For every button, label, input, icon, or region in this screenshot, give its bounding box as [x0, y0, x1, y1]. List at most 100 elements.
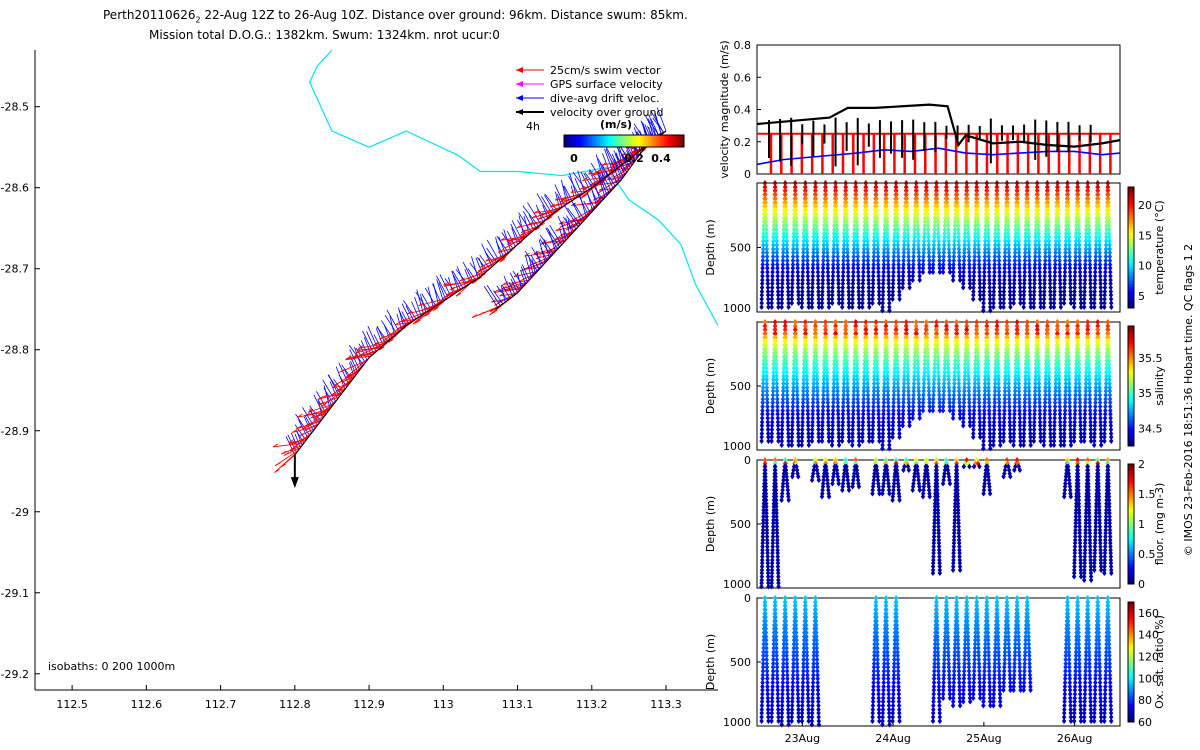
temperature-colorbar-cell	[1128, 274, 1134, 279]
temperature-colorbar-cell	[1128, 295, 1134, 300]
swim-vector-head	[396, 326, 402, 330]
swim-vector-head	[385, 333, 392, 337]
salinity-colorbar-tick: 35	[1138, 387, 1152, 400]
salinity-colorbar-cell	[1128, 350, 1134, 354]
start-ground-arrow-head	[290, 477, 299, 489]
drift-vector	[401, 311, 410, 325]
salinity-colorbar-cell	[1128, 413, 1134, 417]
map-y-tick-label: -29	[11, 506, 29, 519]
map-y-tick-label: -28.8	[1, 344, 29, 357]
swim-vector-head	[382, 337, 389, 341]
map-x-tick-label: 113.2	[576, 698, 608, 711]
temperature-colorbar-cell	[1128, 235, 1134, 239]
drift-vector	[520, 269, 526, 285]
swim-vector-head	[290, 447, 296, 452]
salinity-colorbar-cell	[1128, 362, 1134, 366]
temperature-profile-point: ♦	[1108, 303, 1115, 312]
temperature-colorbar-cell	[1128, 283, 1134, 288]
swim-vector-head	[355, 349, 362, 354]
temperature-colorbar-tick: 10	[1138, 260, 1152, 273]
isobaths-label: isobaths: 0 200 1000m	[48, 660, 175, 673]
map-y-tick-label: -28.6	[1, 182, 29, 195]
temperature-colorbar-cell	[1128, 277, 1134, 282]
colorbar-unit: (m/s)	[600, 118, 632, 131]
swim-vector	[274, 452, 297, 473]
legend-arrow	[516, 67, 523, 73]
swim-vector-head	[332, 384, 338, 389]
salinity-colorbar-cell	[1128, 365, 1134, 369]
temperature-profile-point: ♦	[906, 283, 913, 292]
drift-vector	[481, 243, 493, 267]
temperature-colorbar-cell	[1128, 208, 1134, 212]
temperature-colorbar-cell	[1128, 298, 1134, 303]
drift-vector	[424, 287, 437, 307]
legend-label: 25cm/s swim vector	[550, 64, 661, 77]
temperature-colorbar-cell	[1128, 271, 1134, 276]
swim-vector-head	[302, 425, 308, 430]
drift-vector	[304, 414, 314, 431]
salinity-profile-point: ♦	[886, 445, 893, 454]
temperature-colorbar-cell	[1128, 232, 1134, 236]
legend-time-label: 4h	[526, 120, 540, 133]
drift-vector	[386, 309, 400, 332]
salinity-colorbar-cell	[1128, 425, 1134, 429]
swim-vector	[345, 357, 370, 378]
salinity-colorbar-cell	[1128, 368, 1134, 372]
temperature-colorbar-cell	[1128, 211, 1134, 215]
temperature-profile-point: ♦	[896, 295, 903, 304]
drift-vector	[421, 293, 432, 310]
swim-vector-head	[339, 368, 345, 373]
swim-vector-head	[347, 376, 353, 381]
map-x-tick-label: 112.7	[205, 698, 237, 711]
drift-vector	[401, 303, 412, 323]
salinity-colorbar-cell	[1128, 341, 1134, 345]
swim-vector	[347, 362, 366, 381]
swim-vector-head	[298, 433, 305, 437]
velocity-y-tick-label: 0	[744, 168, 751, 181]
salinity-colorbar-cell	[1128, 422, 1134, 426]
salinity-colorbar-tick: 35.5	[1138, 352, 1163, 365]
swim-vector-head	[314, 413, 320, 418]
map-y-tick-label: -28.9	[1, 425, 29, 438]
swim-vector-head	[272, 443, 279, 448]
salinity-colorbar-cell	[1128, 338, 1134, 342]
temperature-colorbar-cell	[1128, 196, 1134, 200]
salinity-colorbar-cell	[1128, 377, 1134, 381]
swim-vector	[346, 351, 377, 360]
drift-vector	[483, 285, 499, 308]
temperature-colorbar-cell	[1128, 187, 1134, 191]
temperature-colorbar-cell	[1128, 268, 1134, 273]
swim-vector-head	[350, 356, 357, 360]
swim-vector	[290, 430, 314, 452]
map-x-tick-label: 112.9	[353, 698, 385, 711]
ground-track	[294, 130, 667, 456]
map-y-tick-label: -28.7	[1, 263, 29, 276]
swim-vector-head	[304, 422, 311, 427]
drift-vector	[384, 314, 398, 334]
swim-vector	[313, 398, 338, 421]
swim-vector	[350, 349, 379, 360]
temperature-colorbar-tick: 5	[1138, 290, 1145, 303]
temperature-colorbar-cell	[1128, 253, 1134, 258]
salinity-colorbar-cell	[1128, 332, 1134, 336]
temperature-colorbar-cell	[1128, 292, 1134, 297]
temperature-colorbar-cell	[1128, 190, 1134, 194]
map-x-tick-label: 112.8	[279, 698, 311, 711]
salinity-colorbar-cell	[1128, 335, 1134, 339]
drift-vector	[362, 330, 375, 354]
drift-vector	[294, 424, 307, 441]
legend-arrow	[516, 95, 523, 101]
temperature-colorbar-cell	[1128, 286, 1134, 291]
drift-vector	[402, 299, 417, 320]
salinity-y-tick-label: 500	[730, 380, 751, 393]
swim-vector-head	[274, 469, 280, 473]
temperature-colorbar-tick: 15	[1138, 229, 1152, 242]
swim-vector-head	[504, 244, 510, 249]
temperature-colorbar-cell	[1128, 202, 1134, 206]
title-rest: 22-Aug 12Z to 26-Aug 10Z. Distance over …	[201, 8, 687, 22]
temperature-colorbar-cell	[1128, 262, 1134, 267]
temperature-colorbar-cell	[1128, 205, 1134, 209]
swim-vector-head	[379, 346, 385, 351]
temperature-colorbar-cell	[1128, 214, 1134, 218]
swim-vector-head	[346, 355, 352, 360]
